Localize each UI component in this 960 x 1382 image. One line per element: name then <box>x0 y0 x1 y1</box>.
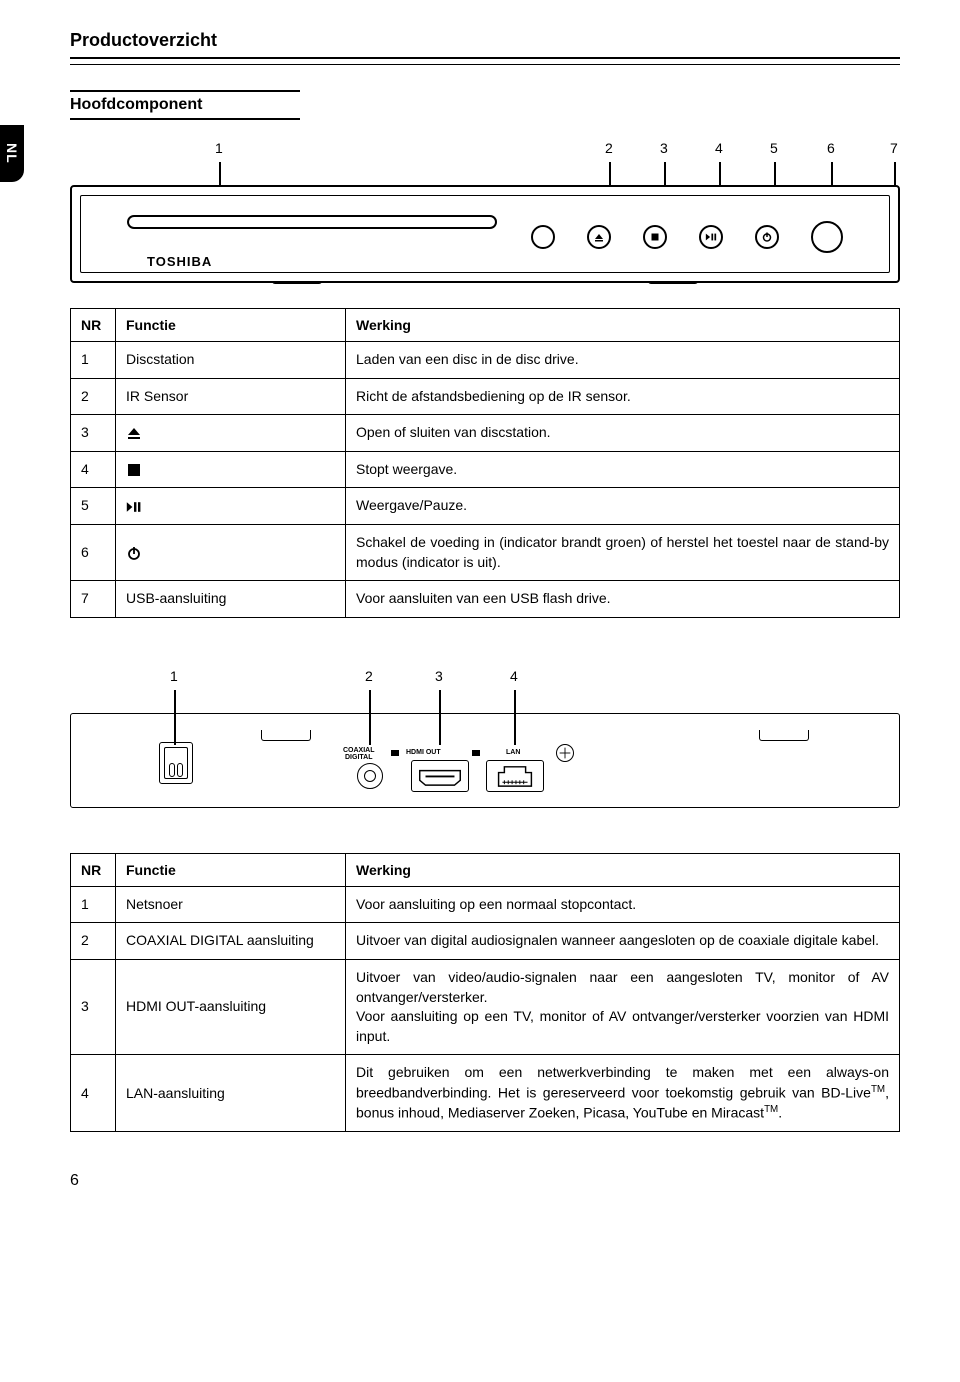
bar <box>391 750 399 756</box>
toshiba-logo: TOSHIBA <box>147 254 212 269</box>
device-front-panel: TOSHIBA <box>70 185 900 283</box>
lan-port-frame <box>486 760 544 792</box>
callout-r1: 1 <box>170 668 178 684</box>
foot-notch <box>272 281 322 284</box>
th-func: Functie <box>116 309 346 342</box>
th-work: Werking <box>346 853 900 886</box>
stop-button-icon <box>643 225 667 249</box>
callout-3: 3 <box>660 140 668 156</box>
table-row: 1DiscstationLaden van een disc in de dis… <box>71 342 900 379</box>
table-row: 6 Schakel de voeding in (indicator brandt… <box>71 524 900 580</box>
usb-port-icon <box>811 221 843 253</box>
table-row: 5 Weergave/Pauze. <box>71 488 900 525</box>
table-row: 2IR SensorRicht de afstandsbediening op … <box>71 378 900 415</box>
page-number: 6 <box>70 1172 900 1190</box>
cell-func: Discstation <box>116 342 346 379</box>
callout-7: 7 <box>890 140 898 156</box>
cell-func: LAN-aansluiting <box>116 1055 346 1132</box>
front-diagram: 1 2 3 4 5 6 7 TOSHIBA <box>70 140 900 283</box>
stop-icon <box>116 451 346 488</box>
cell-work: Laden van een disc in de disc drive. <box>346 342 900 379</box>
rule <box>70 64 900 65</box>
cell-func: HDMI OUT-aansluiting <box>116 959 346 1054</box>
cell-func: COAXIAL DIGITAL aansluiting <box>116 923 346 960</box>
disc-slot <box>127 215 497 229</box>
subheading: Hoofdcomponent <box>70 90 300 120</box>
callout-r4: 4 <box>510 668 518 684</box>
cell-nr: 2 <box>71 923 116 960</box>
cell-nr: 5 <box>71 488 116 525</box>
rear-diagram: 1 2 3 4 C <box>70 668 900 808</box>
cell-nr: 7 <box>71 581 116 618</box>
cell-work: Voor aansluiten van een USB flash drive. <box>346 581 900 618</box>
front-function-table: NR Functie Werking 1DiscstationLaden van… <box>70 308 900 618</box>
table-row: 4 Stopt weergave. <box>71 451 900 488</box>
cell-work: Stopt weergave. <box>346 451 900 488</box>
cell-work: Uitvoer van digital audiosignalen wannee… <box>346 923 900 960</box>
th-func: Functie <box>116 853 346 886</box>
page-title: Productoverzicht <box>70 30 900 55</box>
table-row: 1NetsnoerVoor aansluiting op een normaal… <box>71 886 900 923</box>
cell-nr: 1 <box>71 342 116 379</box>
cell-work: Voor aansluiting op een normaal stopcont… <box>346 886 900 923</box>
screw-icon <box>556 744 574 762</box>
rule <box>70 57 900 59</box>
table-row: 2COAXIAL DIGITAL aansluitingUitvoer van … <box>71 923 900 960</box>
bar <box>472 750 480 756</box>
cell-nr: 2 <box>71 378 116 415</box>
cell-nr: 6 <box>71 524 116 580</box>
cell-nr: 4 <box>71 451 116 488</box>
th-work: Werking <box>346 309 900 342</box>
cell-work: Uitvoer van video/audio-signalen naar ee… <box>346 959 900 1054</box>
cell-work: Open of sluiten van discstation. <box>346 415 900 452</box>
hdmi-label: HDMI OUT <box>406 749 441 756</box>
table-row: 3 Open of sluiten van discstation. <box>71 415 900 452</box>
eject-button-icon <box>587 225 611 249</box>
cell-work: Dit gebruiken om een netwerkverbinding t… <box>346 1055 900 1132</box>
eject-icon <box>116 415 346 452</box>
callout-r3: 3 <box>435 668 443 684</box>
coaxial-label: COAXIALDIGITAL <box>343 747 375 761</box>
cell-nr: 3 <box>71 959 116 1054</box>
table-row: 3HDMI OUT-aansluitingUitvoer van video/a… <box>71 959 900 1054</box>
callout-4: 4 <box>715 140 723 156</box>
foot-notch <box>648 281 698 284</box>
cell-work: Weergave/Pauze. <box>346 488 900 525</box>
table-row: 7USB-aansluitingVoor aansluiten van een … <box>71 581 900 618</box>
coaxial-port <box>357 763 383 789</box>
cell-work: Richt de afstandsbediening op de IR sens… <box>346 378 900 415</box>
hdmi-port-frame <box>411 760 469 792</box>
table-row: 4LAN-aansluitingDit gebruiken om een net… <box>71 1055 900 1132</box>
cell-nr: 3 <box>71 415 116 452</box>
lan-label: LAN <box>506 749 520 756</box>
playpause-icon <box>116 488 346 525</box>
power-icon <box>116 524 346 580</box>
power-button-icon <box>755 225 779 249</box>
playpause-button-icon <box>699 225 723 249</box>
cell-func: Netsnoer <box>116 886 346 923</box>
rear-function-table: NR Functie Werking 1NetsnoerVoor aanslui… <box>70 853 900 1133</box>
device-rear-panel: COAXIALDIGITAL HDMI OUT LAN <box>70 713 900 808</box>
bracket <box>261 730 311 741</box>
power-port <box>159 742 193 784</box>
th-nr: NR <box>71 309 116 342</box>
ir-sensor-icon <box>531 225 555 249</box>
callout-5: 5 <box>770 140 778 156</box>
cell-work: Schakel de voeding in (indicator brandt … <box>346 524 900 580</box>
th-nr: NR <box>71 853 116 886</box>
bracket <box>759 730 809 741</box>
callout-1: 1 <box>215 140 223 156</box>
callout-r2: 2 <box>365 668 373 684</box>
cell-func: USB-aansluiting <box>116 581 346 618</box>
cell-func: IR Sensor <box>116 378 346 415</box>
language-tab: NL <box>0 125 24 182</box>
cell-nr: 4 <box>71 1055 116 1132</box>
callout-6: 6 <box>827 140 835 156</box>
cell-nr: 1 <box>71 886 116 923</box>
callout-2: 2 <box>605 140 613 156</box>
